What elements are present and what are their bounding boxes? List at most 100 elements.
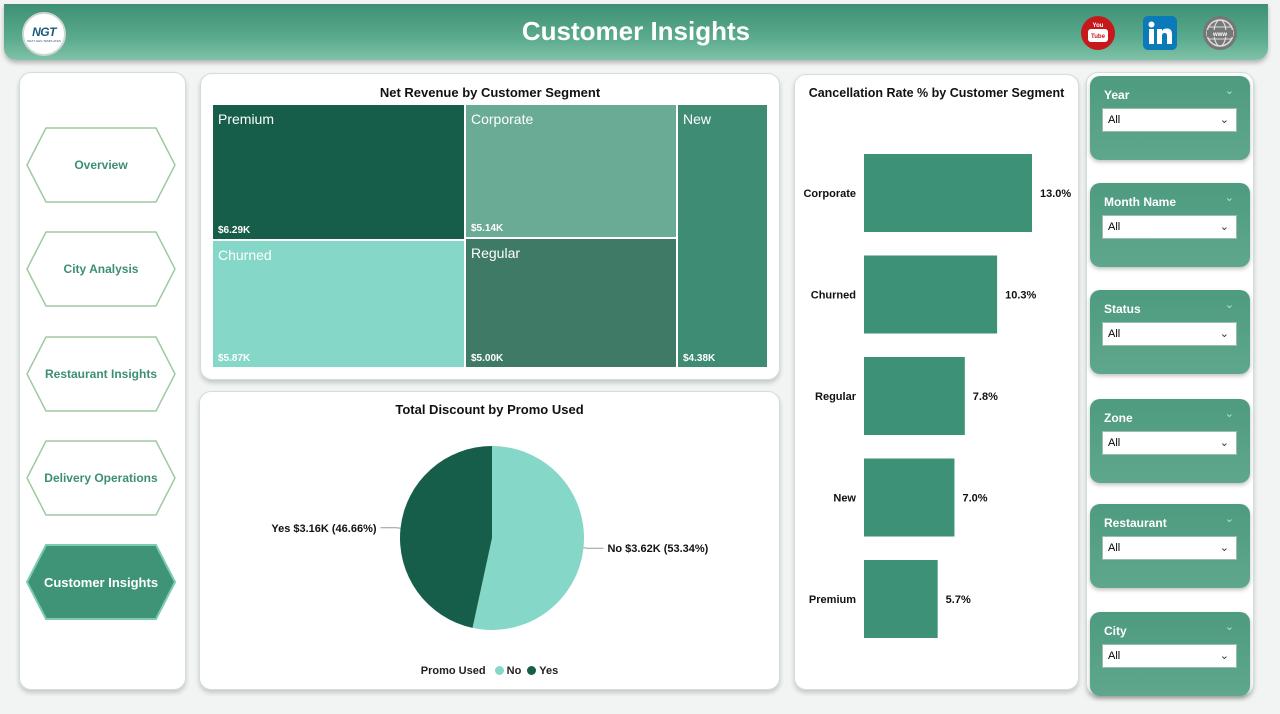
nav-delivery-operations-button[interactable]: Delivery Operations xyxy=(26,440,176,516)
treemap-cell-name: New xyxy=(683,111,712,127)
slicer-label: Status xyxy=(1104,302,1141,316)
slicer-label: Month Name xyxy=(1104,195,1176,209)
bar-new[interactable] xyxy=(864,458,955,537)
slicer-label: Year xyxy=(1104,88,1130,102)
slicer-year: Year ⌄ All ⌄ xyxy=(1090,76,1250,160)
treemap-cell-name: Corporate xyxy=(471,111,534,127)
bar-value-label: 7.0% xyxy=(962,493,987,505)
nav-customer-insights-label: Customer Insights xyxy=(43,574,159,590)
header-bar: NGT NEXT GEN TEMPLATES Customer Insights… xyxy=(4,4,1268,60)
legend-no-marker xyxy=(494,666,504,675)
slicer-dropdown[interactable]: All ⌄ xyxy=(1102,215,1237,239)
svg-text:Tube: Tube xyxy=(1091,34,1106,40)
treemap-cell-value: $5.00K xyxy=(471,353,504,364)
ngt-logo: NGT NEXT GEN TEMPLATES xyxy=(22,12,66,56)
slicer-panel xyxy=(1086,72,1254,696)
pie-slice-label: No $3.62K (53.34%) xyxy=(607,543,708,555)
slicer-value: All xyxy=(1108,650,1121,662)
legend-yes-label[interactable]: Yes xyxy=(539,665,559,677)
bar-regular[interactable] xyxy=(864,357,965,435)
nav-city-analysis-label: City Analysis xyxy=(63,262,139,276)
bar-category-label: Premium xyxy=(809,594,856,606)
slicer-value: All xyxy=(1108,328,1121,340)
treemap-cell-value: $4.38K xyxy=(683,353,716,364)
bar-chart-panel: Cancellation Rate % by Customer Segment … xyxy=(794,74,1079,690)
slicer-dropdown[interactable]: All ⌄ xyxy=(1102,536,1237,560)
pie-legend-title: Promo Used xyxy=(420,665,486,677)
chevron-down-icon: ⌄ xyxy=(1219,328,1229,340)
legend-yes-marker xyxy=(527,666,537,675)
nav-overview-label: Overview xyxy=(74,158,128,172)
chevron-down-icon: ⌄ xyxy=(1219,650,1229,662)
treemap-title: Net Revenue by Customer Segment xyxy=(379,85,601,100)
nav-overview-button[interactable]: Overview xyxy=(26,127,176,203)
slicer-value: All xyxy=(1108,542,1121,554)
treemap-cell-regular[interactable]: Regular $5.00K xyxy=(466,239,676,367)
slicer-label: City xyxy=(1104,624,1127,638)
pie-slice-yes[interactable] xyxy=(399,446,492,628)
treemap-cell-value: $6.29K xyxy=(218,225,251,236)
bar-value-label: 5.7% xyxy=(946,594,971,606)
nav-city-analysis-button[interactable]: City Analysis xyxy=(26,231,176,307)
treemap-cell-value: $5.87K xyxy=(218,353,251,364)
chevron-down-icon[interactable]: ⌄ xyxy=(1224,85,1234,97)
slicer-dropdown[interactable]: All ⌄ xyxy=(1102,322,1237,346)
treemap-cell-value: $5.14K xyxy=(471,223,504,234)
pie-slice-no[interactable] xyxy=(472,446,584,630)
slicer-dropdown[interactable]: All ⌄ xyxy=(1102,644,1237,668)
pie-slice-label: Yes $3.16K (46.66%) xyxy=(271,523,377,535)
chevron-down-icon[interactable]: ⌄ xyxy=(1224,192,1234,204)
slicer-value: All xyxy=(1108,114,1121,126)
treemap-cell-new[interactable]: New $4.38K xyxy=(678,105,767,367)
bar-value-label: 10.3% xyxy=(1005,290,1036,302)
page-title: Customer Insights xyxy=(521,16,751,46)
slicer-status: Status ⌄ All ⌄ xyxy=(1090,290,1250,374)
bar-category-label: Churned xyxy=(811,290,856,302)
nav-delivery-operations-label: Delivery Operations xyxy=(44,471,158,485)
bar-category-label: New xyxy=(833,493,856,505)
nav-customer-insights-button[interactable]: Customer Insights xyxy=(26,544,176,620)
pie-chart: No $3.62K (53.34%) Yes $3.16K (46.66%) xyxy=(271,446,709,630)
bar-category-label: Corporate xyxy=(803,188,856,200)
logo-subtext: NEXT GEN TEMPLATES xyxy=(27,39,61,43)
bar-chart: Corporate 13.0% Churned 10.3% Regular 7.8% New… xyxy=(803,154,1071,638)
treemap-cell-name: Regular xyxy=(471,245,521,261)
treemap-cell-corporate[interactable]: Corporate $5.14K xyxy=(466,105,676,237)
treemap-cell-churned[interactable]: Churned $5.87K xyxy=(213,241,464,367)
bar-churned[interactable] xyxy=(864,255,998,334)
slicer-zone: Zone ⌄ All ⌄ xyxy=(1090,399,1250,483)
chevron-down-icon: ⌄ xyxy=(1219,437,1229,449)
slicer-value: All xyxy=(1108,437,1121,449)
chevron-down-icon[interactable]: ⌄ xyxy=(1224,408,1234,420)
chevron-down-icon[interactable]: ⌄ xyxy=(1224,513,1234,525)
slicer-dropdown[interactable]: All ⌄ xyxy=(1102,108,1237,132)
svg-text:www: www xyxy=(1212,32,1227,38)
slicer-label: Restaurant xyxy=(1104,516,1167,530)
chevron-down-icon[interactable]: ⌄ xyxy=(1224,299,1234,311)
pie-legend: Promo Used No Yes xyxy=(200,665,779,677)
slicer-value: All xyxy=(1108,221,1121,233)
nav-panel: Overview City Analysis Restaurant Insigh… xyxy=(19,72,186,690)
pie-title: Total Discount by Promo Used xyxy=(395,402,584,417)
svg-text:You: You xyxy=(1093,23,1104,29)
youtube-icon[interactable]: You Tube xyxy=(1080,15,1116,51)
bar-value-label: 7.8% xyxy=(973,391,998,403)
web-globe-icon[interactable]: www xyxy=(1202,15,1238,51)
bar-corporate[interactable] xyxy=(864,154,1032,232)
nav-restaurant-insights-button[interactable]: Restaurant Insights xyxy=(26,336,176,412)
linkedin-icon[interactable] xyxy=(1142,15,1178,51)
chevron-down-icon[interactable]: ⌄ xyxy=(1224,621,1234,633)
slicer-label: Zone xyxy=(1104,411,1133,425)
treemap-cell-name: Premium xyxy=(218,111,275,127)
slicer-dropdown[interactable]: All ⌄ xyxy=(1102,431,1237,455)
bar-premium[interactable] xyxy=(864,560,938,638)
bar-chart-title: Cancellation Rate % by Customer Segment xyxy=(808,86,1065,100)
treemap-cell-name: Churned xyxy=(218,247,272,263)
chevron-down-icon: ⌄ xyxy=(1219,542,1229,554)
legend-no-label[interactable]: No xyxy=(506,665,522,677)
slicer-city: City ⌄ All ⌄ xyxy=(1090,612,1250,696)
chevron-down-icon: ⌄ xyxy=(1219,221,1229,233)
treemap-cell-premium[interactable]: Premium $6.29K xyxy=(213,105,464,239)
pie-panel: Total Discount by Promo Used No $3.62K (… xyxy=(199,391,780,690)
slicer-restaurant: Restaurant ⌄ All ⌄ xyxy=(1090,504,1250,588)
